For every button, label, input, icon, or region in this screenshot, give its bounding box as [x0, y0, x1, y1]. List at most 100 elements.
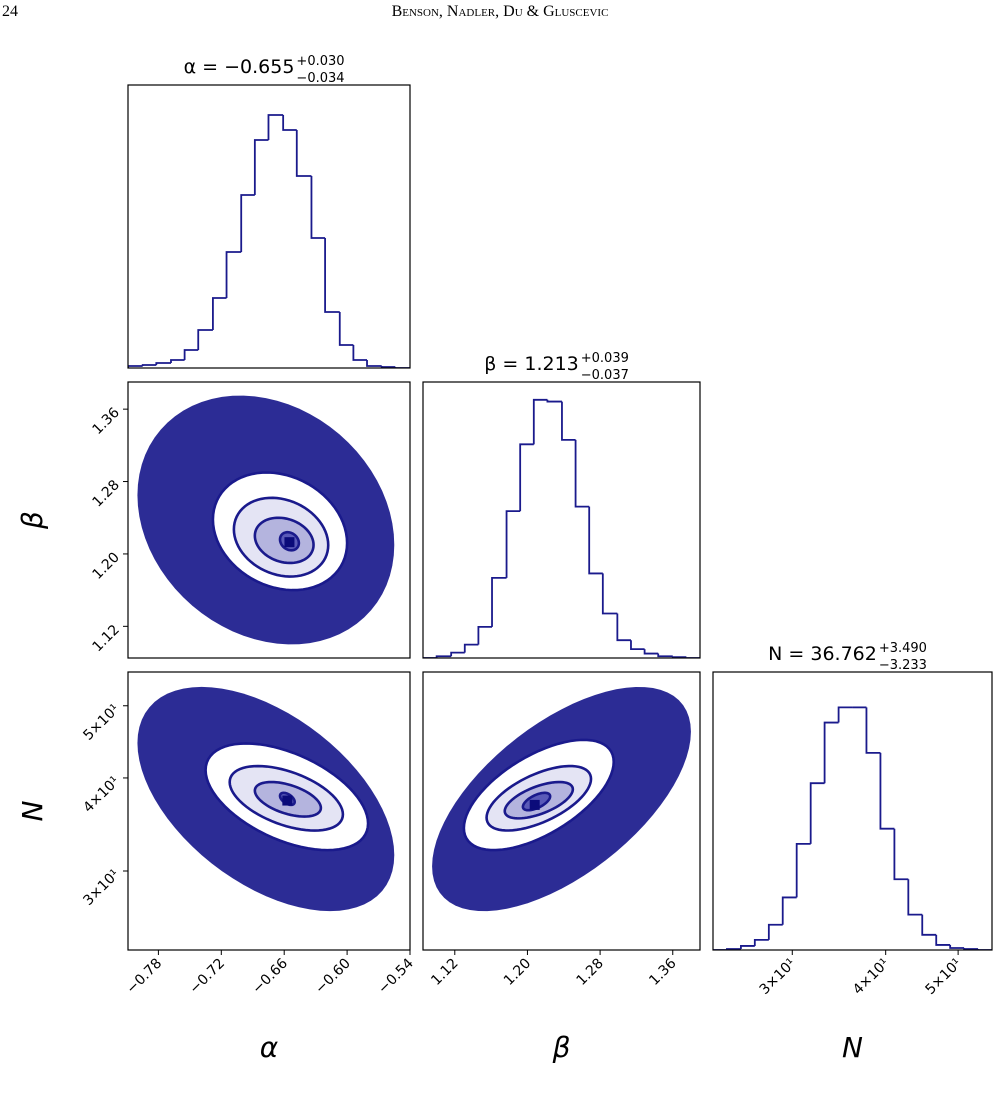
hist-step: [295, 130, 312, 177]
panel: [128, 114, 410, 368]
title-upper: +0.030: [296, 54, 344, 69]
hist-step: [128, 365, 143, 368]
x-axis-label: α: [260, 1031, 279, 1064]
x-tick-label: 1.20: [501, 956, 534, 989]
hist-step: [921, 914, 937, 936]
hist-step: [546, 399, 562, 403]
hist-step: [253, 139, 269, 195]
x-tick-label: 5×10¹: [922, 956, 964, 998]
x-tick-label: 4×10¹: [850, 956, 892, 998]
hist-step: [394, 367, 410, 368]
hist-step: [879, 752, 895, 830]
title-upper: +0.039: [581, 351, 629, 366]
panel-frame: [127, 84, 411, 369]
x-tick-label: 3×10¹: [757, 956, 799, 998]
y-tick-label: 1.20: [89, 549, 122, 582]
y-tick-label: 1.28: [89, 477, 122, 510]
y-tick-label: 5×10¹: [80, 701, 122, 743]
x-tick-label: −0.78: [124, 956, 166, 998]
hist-step: [601, 573, 618, 615]
hist-step: [532, 398, 548, 445]
x-tick-label: 1.28: [574, 956, 607, 989]
peak: [284, 537, 295, 548]
hist-step: [865, 707, 881, 754]
panel: [432, 686, 691, 912]
hist-step: [380, 366, 396, 368]
panel-title: β = 1.213: [484, 353, 579, 375]
hist-step: [657, 653, 673, 658]
x-tick-label: −0.66: [249, 955, 291, 997]
panel-frame: [712, 671, 993, 951]
hist-step: [561, 401, 576, 441]
panel-frame: [127, 671, 411, 951]
panel-title: N = 36.762: [768, 643, 877, 665]
hist-step: [267, 114, 284, 140]
hist-step: [240, 194, 255, 252]
hist-step: [338, 312, 354, 346]
y-tick-label: 4×10¹: [80, 773, 122, 815]
title-lower: −3.233: [879, 658, 927, 673]
y-tick-label: 1.36: [89, 405, 122, 438]
hist-step: [225, 251, 242, 298]
title-lower: −0.037: [581, 368, 629, 383]
hist-step: [463, 643, 479, 653]
hist-step: [809, 782, 825, 844]
hist-step: [823, 721, 839, 784]
panel: [713, 706, 992, 950]
panel: [137, 395, 395, 645]
title-upper: +3.490: [879, 641, 927, 656]
hist-step: [907, 879, 923, 916]
hist-step: [310, 176, 326, 239]
hist-step: [170, 359, 185, 363]
hist-step: [893, 828, 909, 881]
x-tick-label: 1.12: [428, 956, 461, 989]
hist-step: [588, 506, 603, 575]
hist-step: [141, 364, 157, 366]
x-tick-label: −0.54: [375, 955, 417, 997]
hist-step: [197, 329, 213, 350]
y-tick-label: 1.12: [89, 622, 122, 655]
hist-step: [324, 238, 340, 313]
hist-step: [519, 443, 534, 512]
hist-step: [977, 948, 992, 950]
y-axis-label: N: [16, 800, 49, 821]
hist-step: [366, 360, 382, 367]
hist-step: [630, 640, 645, 650]
hist-step: [155, 362, 171, 365]
page-number: 24: [2, 3, 18, 20]
y-tick-label: 3×10¹: [80, 867, 122, 909]
hist-step: [753, 938, 769, 946]
hist-step: [282, 115, 297, 131]
panel: [423, 398, 700, 658]
panel-frame: [422, 671, 701, 951]
hist-step: [643, 649, 659, 655]
x-tick-label: −0.60: [312, 956, 354, 998]
hist-step: [505, 510, 521, 578]
peak: [529, 799, 540, 810]
hist-step: [491, 576, 507, 627]
hist-step: [212, 297, 227, 330]
x-axis-label: β: [552, 1031, 571, 1064]
hist-step: [740, 945, 755, 949]
hist-step: [935, 934, 951, 946]
y-axis-label: β: [16, 511, 49, 530]
peak: [282, 795, 293, 806]
hist-step: [795, 842, 811, 898]
hist-step: [574, 439, 590, 508]
title-lower: −0.034: [296, 71, 344, 86]
hist-step: [450, 651, 465, 657]
x-axis-label: N: [842, 1031, 863, 1064]
hist-step: [767, 923, 783, 940]
hist-step: [963, 947, 979, 950]
panel-title: α = −0.655: [184, 56, 295, 78]
x-tick-label: 1.36: [646, 955, 679, 988]
hist-step: [352, 345, 368, 361]
hist-step: [616, 613, 631, 642]
panel-frame: [422, 381, 701, 659]
hist-step: [781, 896, 797, 925]
hist-step: [477, 625, 493, 645]
x-tick-label: −0.72: [186, 956, 228, 998]
hist-step: [183, 349, 199, 360]
running-title: Benson, Nadler, Du & Gluscevic: [392, 3, 609, 20]
